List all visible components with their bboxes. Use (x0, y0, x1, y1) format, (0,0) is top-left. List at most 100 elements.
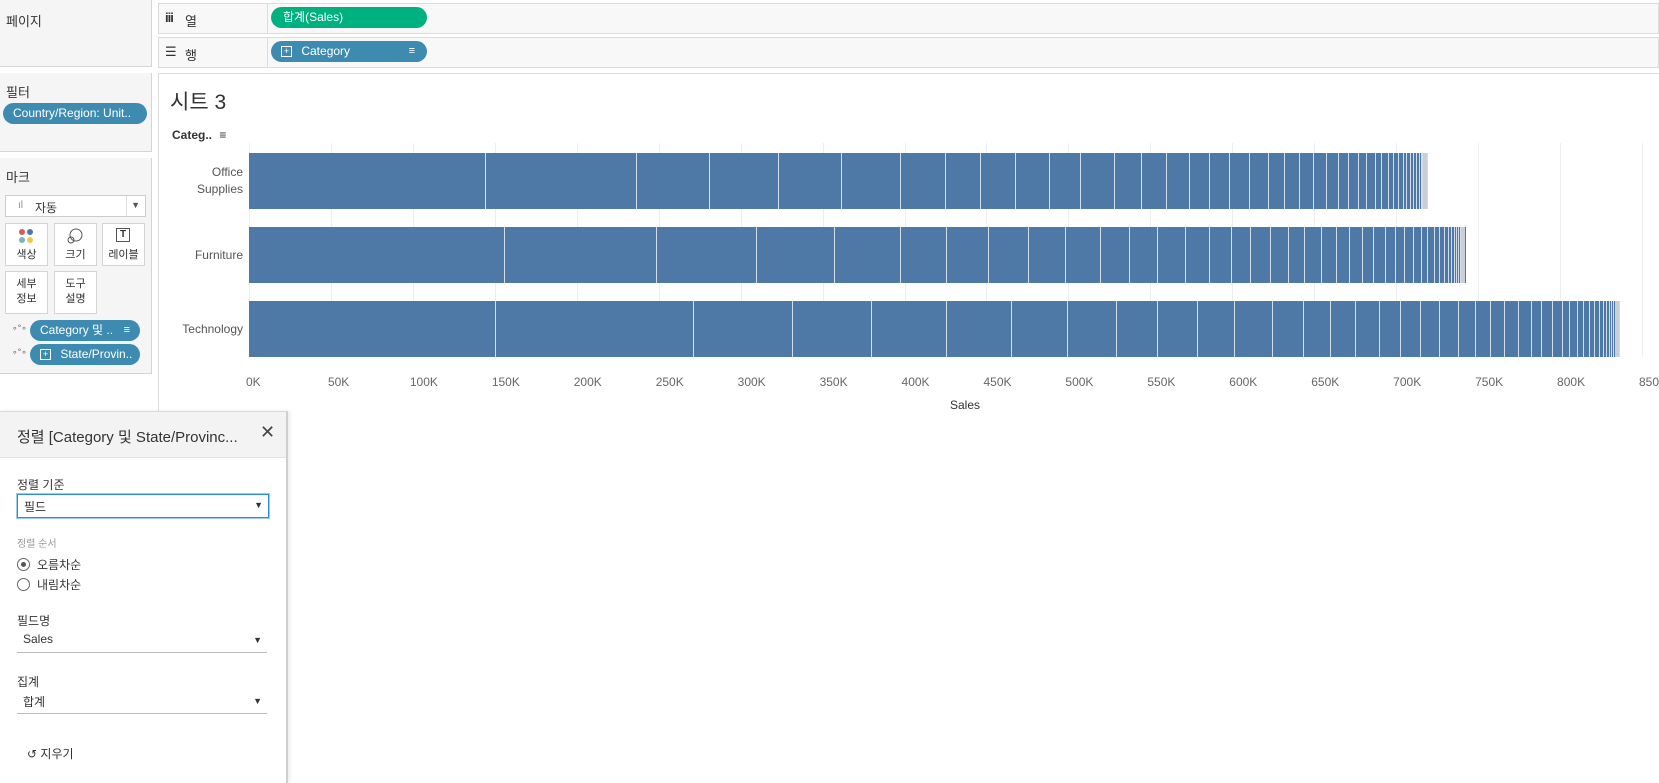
bar-segment[interactable] (1578, 301, 1585, 357)
bar-segment[interactable] (1452, 227, 1455, 283)
bar-segment[interactable] (1457, 227, 1460, 283)
bar-segment[interactable] (1012, 301, 1068, 357)
bar-segment[interactable] (249, 301, 496, 357)
mark-pill-category-state[interactable]: Category 및 .. ≡ (30, 320, 140, 341)
bar-segment[interactable] (1458, 301, 1476, 357)
view-area[interactable] (158, 73, 1659, 414)
bar-segment[interactable] (842, 153, 901, 209)
filters-pane[interactable]: 필터 Country/Region: Unit.. (0, 73, 152, 152)
bar-segment[interactable] (1028, 227, 1067, 283)
pages-pane[interactable]: 페이지 (0, 0, 152, 67)
tooltip-button[interactable]: 도구 설명 (54, 271, 97, 314)
bar-segment[interactable] (1434, 227, 1440, 283)
bar-segment[interactable] (1268, 153, 1286, 209)
bar-segment[interactable] (1444, 227, 1449, 283)
bar-segment[interactable] (1385, 227, 1396, 283)
bar-segment[interactable] (1562, 301, 1571, 357)
label-button[interactable]: T 레이블 (102, 223, 145, 266)
bar-segment[interactable] (1367, 153, 1376, 209)
bar-segment[interactable] (989, 227, 1029, 283)
bar-segment[interactable] (1166, 153, 1191, 209)
bar-segment[interactable] (946, 301, 1012, 357)
bar-segment[interactable] (1388, 153, 1394, 209)
bar-segment[interactable] (1190, 153, 1211, 209)
bar-segment[interactable] (694, 301, 794, 357)
bar-segment[interactable] (1542, 301, 1554, 357)
bar-segment[interactable] (1235, 301, 1273, 357)
bar-segment[interactable] (900, 227, 947, 283)
bar-segment[interactable] (1321, 227, 1337, 283)
category-label[interactable]: Technology (182, 321, 243, 336)
bar-segment[interactable] (710, 153, 779, 209)
filter-pill-country[interactable]: Country/Region: Unit.. (3, 103, 147, 124)
bar-segment[interactable] (1356, 301, 1380, 357)
bar-segment[interactable] (1403, 153, 1408, 209)
bar-segment[interactable] (1590, 301, 1596, 357)
rows-shelf[interactable]: ☰ 행 + Category ≡ (158, 37, 1659, 68)
bar-segment[interactable] (1413, 227, 1422, 283)
bar-segment[interactable] (1612, 301, 1615, 357)
bar-segment[interactable] (1375, 153, 1383, 209)
bar-segment[interactable] (1440, 301, 1459, 357)
bar-segment[interactable] (1421, 153, 1424, 209)
bar-segment[interactable] (1531, 301, 1543, 357)
bar-segment[interactable] (504, 227, 657, 283)
clear-button[interactable]: ↺ 지우기 (27, 745, 74, 762)
bar-segment[interactable] (1300, 153, 1314, 209)
descending-label[interactable]: 내림차순 (37, 578, 82, 592)
close-icon[interactable]: ✕ (260, 422, 276, 442)
bar-segment[interactable] (1348, 153, 1359, 209)
bar-segment[interactable] (1410, 153, 1414, 209)
bar-segment[interactable] (1475, 301, 1492, 357)
mark-type-dropdown[interactable]: ıl 자동 ▼ (5, 195, 146, 217)
mark-pill-state[interactable]: + State/Provin.. (30, 344, 140, 365)
bar-segment[interactable] (1439, 227, 1445, 283)
ascending-label[interactable]: 오름차순 (37, 558, 82, 572)
sort-by-select[interactable]: 필드 ▼ (17, 494, 269, 518)
bar-segment[interactable] (1016, 153, 1050, 209)
bar-segment[interactable] (1614, 301, 1616, 357)
bar-segment[interactable] (1599, 301, 1604, 357)
bar-segment[interactable] (1081, 153, 1115, 209)
bar-segment[interactable] (1421, 301, 1441, 357)
bar-segment[interactable] (1198, 301, 1236, 357)
bar-segment[interactable] (1405, 227, 1414, 283)
columns-pill-sales[interactable]: 합계(Sales) (271, 7, 427, 28)
bar-segment[interactable] (946, 153, 982, 209)
bar-segment[interactable] (1313, 153, 1328, 209)
bar-segment[interactable] (1067, 301, 1118, 357)
color-button[interactable]: 색상 (5, 223, 48, 266)
bar-segment[interactable] (1251, 227, 1272, 283)
bar-segment[interactable] (1414, 153, 1418, 209)
bar-segment[interactable] (1374, 227, 1386, 283)
field-name-select[interactable]: Sales ▼ (17, 630, 267, 653)
bar-segment[interactable] (249, 153, 487, 209)
bar-segment[interactable] (1158, 227, 1186, 283)
sort-dialog[interactable]: 정렬 [Category 및 State/Provinc... ✕ 정렬 기준 … (0, 411, 288, 783)
category-label[interactable]: Furniture (194, 247, 243, 262)
bar-segment[interactable] (946, 227, 990, 283)
bar-segment[interactable] (1595, 301, 1600, 357)
bar-segment[interactable] (1362, 227, 1375, 283)
bar-segment[interactable] (1100, 227, 1131, 283)
row-header-category[interactable]: Categ.. ≡ (172, 128, 226, 142)
bar-segment[interactable] (486, 153, 637, 209)
bar-segment[interactable] (1141, 153, 1167, 209)
bar-segment[interactable] (1606, 301, 1610, 357)
bar-segment[interactable] (1336, 227, 1350, 283)
marks-pane[interactable]: 마크 ıl 자동 ▼ 색상 크기 T 레이블 세부 정보 도구 설명 ∘°∘ C… (0, 158, 152, 374)
bar-segment[interactable] (981, 153, 1017, 209)
bar-segment[interactable] (1505, 301, 1520, 357)
bar-segment[interactable] (1272, 301, 1304, 357)
bar-segment[interactable] (835, 227, 901, 283)
bar-segment[interactable] (1285, 153, 1301, 209)
bar-segment[interactable] (1464, 227, 1466, 283)
bar-segment[interactable] (1428, 227, 1435, 283)
bar-segment[interactable] (1358, 153, 1368, 209)
bar-segment[interactable] (1289, 227, 1306, 283)
bar-segment[interactable] (1250, 153, 1269, 209)
bar-segment[interactable] (1327, 153, 1339, 209)
size-button[interactable]: 크기 (54, 223, 97, 266)
bar-segment[interactable] (1338, 153, 1349, 209)
ascending-radio[interactable] (17, 558, 30, 571)
